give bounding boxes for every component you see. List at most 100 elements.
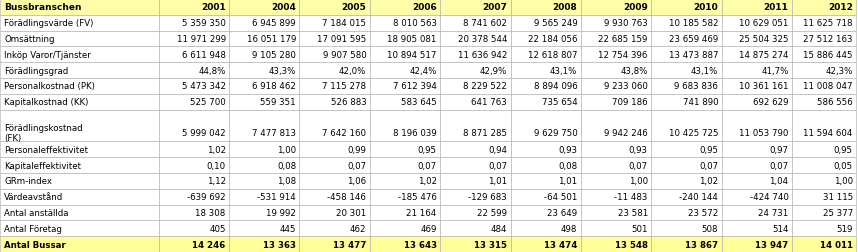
FancyBboxPatch shape xyxy=(299,94,370,110)
Text: 14 011: 14 011 xyxy=(820,240,853,249)
Text: 6 611 948: 6 611 948 xyxy=(182,51,226,60)
Text: 13 643: 13 643 xyxy=(403,240,437,249)
Text: Förädlingsgrad: Förädlingsgrad xyxy=(4,66,69,75)
Text: 0,07: 0,07 xyxy=(488,161,507,170)
Text: 0,05: 0,05 xyxy=(834,161,853,170)
Text: 21 164: 21 164 xyxy=(407,208,437,217)
Text: 2011: 2011 xyxy=(764,3,789,12)
Text: 0,95: 0,95 xyxy=(699,145,718,154)
Text: Förädlingsvärde (FV): Förädlingsvärde (FV) xyxy=(4,19,94,28)
FancyBboxPatch shape xyxy=(299,79,370,94)
Text: 2001: 2001 xyxy=(201,3,226,12)
FancyBboxPatch shape xyxy=(0,47,159,63)
FancyBboxPatch shape xyxy=(651,173,722,189)
FancyBboxPatch shape xyxy=(159,79,229,94)
FancyBboxPatch shape xyxy=(581,158,651,173)
Text: 519: 519 xyxy=(837,224,853,233)
Text: 5 473 342: 5 473 342 xyxy=(182,82,226,91)
Text: 8 894 096: 8 894 096 xyxy=(534,82,577,91)
Text: 0,99: 0,99 xyxy=(347,145,366,154)
FancyBboxPatch shape xyxy=(722,220,792,236)
Text: 42,9%: 42,9% xyxy=(480,66,507,75)
Text: 484: 484 xyxy=(491,224,507,233)
FancyBboxPatch shape xyxy=(440,94,511,110)
FancyBboxPatch shape xyxy=(229,94,299,110)
FancyBboxPatch shape xyxy=(0,220,159,236)
FancyBboxPatch shape xyxy=(651,94,722,110)
FancyBboxPatch shape xyxy=(299,158,370,173)
Text: 2012: 2012 xyxy=(828,3,853,12)
FancyBboxPatch shape xyxy=(792,16,856,32)
FancyBboxPatch shape xyxy=(370,220,440,236)
Text: Omsättning: Omsättning xyxy=(4,35,55,44)
Text: 586 556: 586 556 xyxy=(817,98,853,107)
FancyBboxPatch shape xyxy=(299,63,370,79)
FancyBboxPatch shape xyxy=(159,158,229,173)
FancyBboxPatch shape xyxy=(370,94,440,110)
Text: 0,93: 0,93 xyxy=(559,145,577,154)
FancyBboxPatch shape xyxy=(440,142,511,158)
Text: 2010: 2010 xyxy=(693,3,718,12)
FancyBboxPatch shape xyxy=(440,16,511,32)
FancyBboxPatch shape xyxy=(722,94,792,110)
FancyBboxPatch shape xyxy=(299,205,370,220)
Text: 5 359 350: 5 359 350 xyxy=(182,19,226,28)
Text: 10 185 582: 10 185 582 xyxy=(668,19,718,28)
FancyBboxPatch shape xyxy=(511,32,581,47)
FancyBboxPatch shape xyxy=(229,205,299,220)
Text: 0,08: 0,08 xyxy=(559,161,577,170)
FancyBboxPatch shape xyxy=(229,79,299,94)
Text: 23 659 469: 23 659 469 xyxy=(669,35,718,44)
FancyBboxPatch shape xyxy=(792,79,856,94)
FancyBboxPatch shape xyxy=(159,110,229,142)
Text: Bussbranschen: Bussbranschen xyxy=(4,3,82,12)
Text: 13 867: 13 867 xyxy=(685,240,718,249)
Text: 11 008 047: 11 008 047 xyxy=(803,82,853,91)
Text: 0,07: 0,07 xyxy=(699,161,718,170)
Text: 508: 508 xyxy=(702,224,718,233)
Text: 11 625 718: 11 625 718 xyxy=(803,19,853,28)
FancyBboxPatch shape xyxy=(159,173,229,189)
Text: 0,95: 0,95 xyxy=(834,145,853,154)
FancyBboxPatch shape xyxy=(370,47,440,63)
FancyBboxPatch shape xyxy=(511,142,581,158)
FancyBboxPatch shape xyxy=(0,205,159,220)
FancyBboxPatch shape xyxy=(581,16,651,32)
FancyBboxPatch shape xyxy=(722,205,792,220)
Text: 7 184 015: 7 184 015 xyxy=(323,19,366,28)
Text: -531 914: -531 914 xyxy=(257,192,296,201)
FancyBboxPatch shape xyxy=(511,173,581,189)
Text: 1,01: 1,01 xyxy=(559,177,577,186)
FancyBboxPatch shape xyxy=(299,236,370,252)
Text: 13 473 887: 13 473 887 xyxy=(668,51,718,60)
Text: -64 501: -64 501 xyxy=(544,192,577,201)
FancyBboxPatch shape xyxy=(229,220,299,236)
Text: 12 754 396: 12 754 396 xyxy=(598,51,648,60)
FancyBboxPatch shape xyxy=(0,94,159,110)
FancyBboxPatch shape xyxy=(159,16,229,32)
FancyBboxPatch shape xyxy=(651,16,722,32)
Text: 9 565 249: 9 565 249 xyxy=(534,19,577,28)
FancyBboxPatch shape xyxy=(0,173,159,189)
FancyBboxPatch shape xyxy=(0,79,159,94)
Text: Kapitaleffektivitet: Kapitaleffektivitet xyxy=(4,161,82,170)
Text: Inköp Varor/Tjänster: Inköp Varor/Tjänster xyxy=(4,51,91,60)
Text: 0,07: 0,07 xyxy=(418,161,437,170)
FancyBboxPatch shape xyxy=(581,220,651,236)
Text: 0,93: 0,93 xyxy=(629,145,648,154)
Text: Antal Bussar: Antal Bussar xyxy=(4,240,66,249)
Text: 11 636 942: 11 636 942 xyxy=(457,51,507,60)
Text: 43,8%: 43,8% xyxy=(620,66,648,75)
FancyBboxPatch shape xyxy=(511,47,581,63)
Text: -11 483: -11 483 xyxy=(614,192,648,201)
FancyBboxPatch shape xyxy=(370,205,440,220)
FancyBboxPatch shape xyxy=(722,158,792,173)
FancyBboxPatch shape xyxy=(651,220,722,236)
FancyBboxPatch shape xyxy=(440,158,511,173)
Text: 559 351: 559 351 xyxy=(260,98,296,107)
Text: 31 115: 31 115 xyxy=(823,192,853,201)
Text: 20 301: 20 301 xyxy=(336,208,366,217)
Text: 1,06: 1,06 xyxy=(347,177,366,186)
Text: 7 612 394: 7 612 394 xyxy=(393,82,437,91)
Text: -185 476: -185 476 xyxy=(398,192,437,201)
